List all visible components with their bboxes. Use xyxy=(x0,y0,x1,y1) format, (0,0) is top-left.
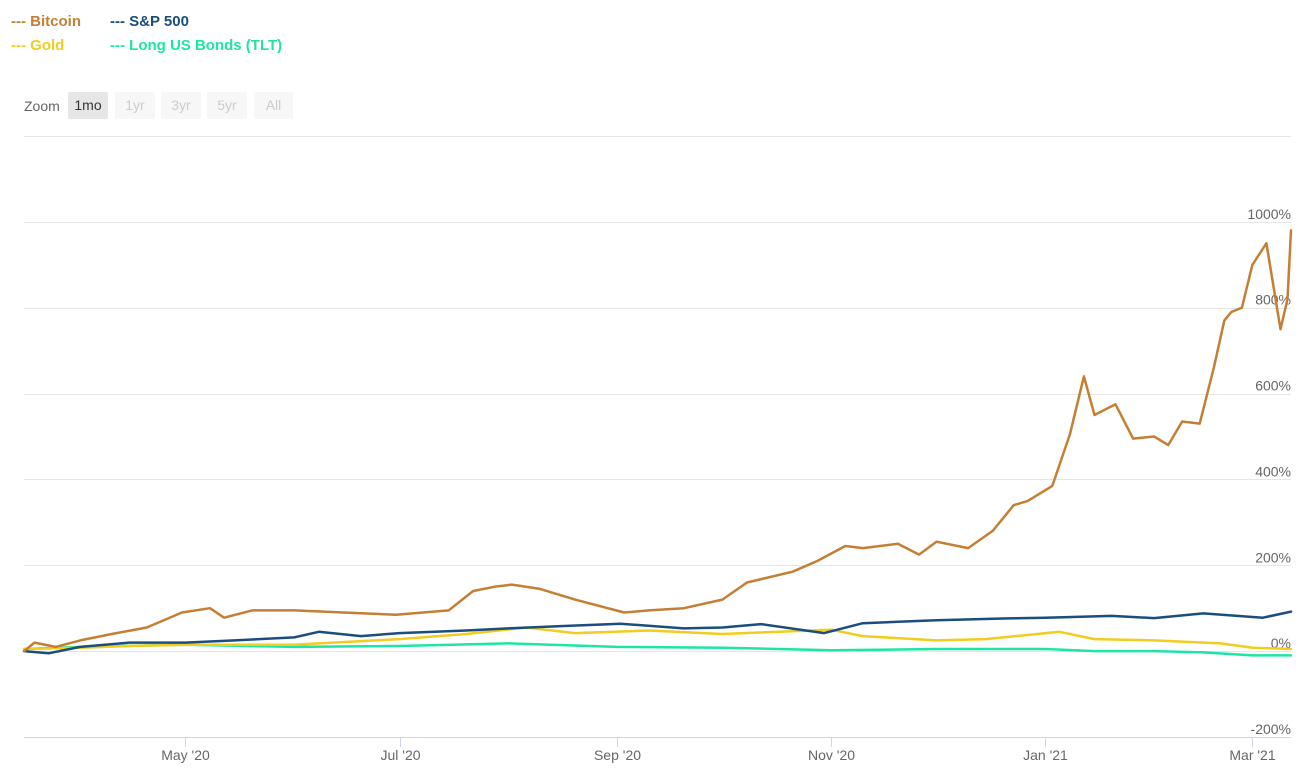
x-tick-label: Sep '20 xyxy=(594,747,641,763)
x-tick-label: Mar '21 xyxy=(1229,747,1275,763)
zoom-button-all[interactable]: All xyxy=(254,92,293,119)
zoom-button-1mo[interactable]: 1mo xyxy=(68,92,108,119)
y-tick-label: 800% xyxy=(1255,292,1291,308)
x-tick-label: May '20 xyxy=(161,747,210,763)
series-line-sp500 xyxy=(22,610,1293,655)
legend-item-sp500[interactable]: --- S&P 500 xyxy=(110,13,189,30)
y-tick-label: 600% xyxy=(1255,378,1291,394)
y-tick-label: 400% xyxy=(1255,463,1291,479)
y-tick-label: 0% xyxy=(1271,635,1291,651)
zoom-button-3yr[interactable]: 3yr xyxy=(161,92,201,119)
y-tick-label: 200% xyxy=(1255,549,1291,565)
series-line-gold xyxy=(22,626,1293,651)
x-tick-label: Jul '20 xyxy=(380,747,420,763)
zoom-button-5yr[interactable]: 5yr xyxy=(207,92,247,119)
y-tick-label: -200% xyxy=(1251,721,1291,737)
zoom-label: Zoom xyxy=(24,98,60,114)
zoom-button-1yr[interactable]: 1yr xyxy=(115,92,155,119)
y-tick-label: 1000% xyxy=(1247,206,1291,222)
x-tick-label: Jan '21 xyxy=(1023,747,1068,763)
series-line-bitcoin xyxy=(22,229,1293,653)
legend-item-gold[interactable]: --- Gold xyxy=(11,37,65,54)
x-tick-label: Nov '20 xyxy=(808,747,855,763)
legend-item-bitcoin[interactable]: --- Bitcoin xyxy=(11,13,81,30)
legend-item-tlt[interactable]: --- Long US Bonds (TLT) xyxy=(110,37,283,54)
